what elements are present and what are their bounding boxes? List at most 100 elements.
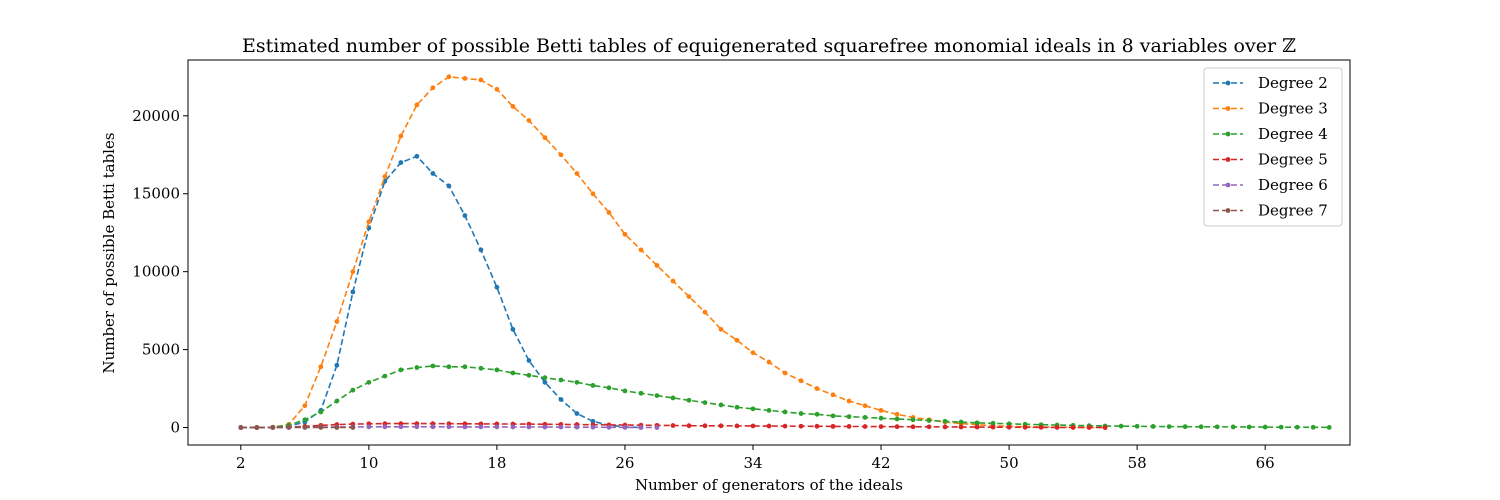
data-point-degree-2 [558, 397, 564, 402]
data-point-degree-4 [958, 419, 964, 425]
data-point-degree-4 [638, 390, 644, 396]
data-point-degree-3 [446, 74, 452, 80]
data-point-degree-5 [798, 423, 804, 429]
data-point-degree-3 [718, 326, 724, 332]
data-point-degree-4 [398, 367, 404, 373]
series-degree-7 [238, 425, 356, 430]
data-point-degree-4 [830, 413, 836, 419]
data-point-degree-4 [942, 418, 948, 424]
data-point-degree-4 [302, 417, 308, 423]
data-point-degree-4 [478, 365, 484, 371]
data-point-degree-4 [1134, 423, 1140, 429]
x-tick-label: 34 [743, 454, 762, 472]
series-line-degree-3 [240, 75, 1106, 429]
data-point-degree-5 [782, 423, 788, 429]
data-point-degree-4 [718, 402, 724, 408]
data-point-degree-4 [350, 387, 356, 393]
data-point-degree-3 [318, 364, 324, 370]
data-point-degree-3 [430, 85, 436, 91]
data-point-degree-6 [558, 424, 564, 430]
x-tick-label: 66 [1256, 454, 1275, 472]
data-point-degree-4 [430, 363, 436, 369]
data-point-degree-4 [526, 372, 532, 378]
plot-frame [187, 59, 1351, 446]
data-point-degree-5 [686, 423, 692, 429]
data-point-degree-2 [430, 171, 436, 176]
data-point-degree-3 [622, 231, 628, 237]
data-point-degree-5 [1006, 424, 1012, 430]
data-point-degree-5 [990, 424, 996, 430]
data-point-degree-6 [638, 425, 644, 430]
data-point-degree-4 [494, 367, 500, 373]
data-point-degree-4 [734, 404, 740, 410]
x-tick-label: 50 [1000, 454, 1019, 472]
data-point-degree-5 [718, 423, 724, 429]
data-point-degree-5 [1070, 425, 1076, 430]
plot-area [238, 74, 1332, 430]
data-point-degree-7 [350, 425, 356, 430]
data-point-degree-2 [334, 362, 340, 368]
data-point-degree-4 [798, 411, 804, 416]
data-point-degree-6 [414, 424, 420, 430]
data-point-degree-4 [766, 407, 772, 413]
data-point-degree-4 [926, 418, 932, 423]
data-point-degree-4 [894, 416, 900, 422]
data-point-degree-3 [302, 403, 308, 409]
data-point-degree-4 [558, 377, 564, 383]
data-point-degree-4 [334, 398, 340, 404]
data-point-degree-5 [1038, 424, 1044, 430]
data-point-degree-5 [1054, 424, 1060, 430]
series-degree-3 [238, 74, 1108, 430]
y-tick-label: 0 [170, 419, 180, 437]
data-point-degree-7 [238, 425, 244, 430]
legend-marker [1225, 182, 1231, 188]
data-point-degree-6 [494, 424, 500, 430]
data-point-degree-4 [366, 379, 372, 385]
data-point-degree-6 [606, 424, 612, 430]
legend-marker [1225, 80, 1231, 86]
x-axis-label: Number of generators of the ideals [635, 476, 903, 494]
legend-marker [1225, 157, 1231, 162]
data-point-degree-5 [1102, 425, 1108, 430]
data-point-degree-4 [878, 415, 884, 421]
data-point-degree-4 [990, 420, 996, 426]
y-tick-label: 15000 [132, 185, 180, 203]
data-point-degree-5 [750, 423, 756, 429]
data-point-degree-4 [1278, 424, 1284, 430]
data-point-degree-3 [590, 191, 596, 197]
data-point-degree-2 [574, 411, 580, 416]
data-point-degree-2 [414, 153, 420, 159]
data-point-degree-3 [814, 386, 820, 391]
data-point-degree-4 [1182, 424, 1188, 430]
data-point-degree-5 [1022, 424, 1028, 430]
data-point-degree-3 [366, 219, 372, 225]
data-point-degree-4 [318, 409, 324, 415]
data-point-degree-3 [878, 407, 884, 413]
data-point-degree-4 [702, 400, 708, 406]
data-point-degree-7 [254, 425, 260, 430]
data-point-degree-6 [478, 424, 484, 430]
data-point-degree-6 [654, 425, 660, 430]
data-point-degree-4 [862, 415, 868, 420]
data-point-degree-3 [558, 152, 564, 158]
data-point-degree-7 [334, 425, 340, 430]
data-point-degree-3 [350, 269, 356, 275]
data-point-degree-3 [526, 118, 532, 123]
series-line-degree-2 [240, 155, 642, 429]
data-point-degree-2 [350, 289, 356, 295]
series-degree-4 [238, 363, 1332, 430]
x-tick-label: 2 [236, 454, 246, 472]
data-point-degree-3 [414, 102, 420, 108]
data-point-degree-4 [414, 365, 420, 370]
data-point-degree-5 [1086, 425, 1092, 430]
data-point-degree-2 [542, 379, 548, 385]
data-point-degree-3 [798, 378, 804, 384]
data-point-degree-5 [942, 424, 948, 430]
data-point-degree-6 [398, 424, 404, 430]
data-point-degree-4 [574, 379, 580, 385]
legend-box [1203, 67, 1343, 227]
legend-item-degree-4: Degree 4 [1213, 125, 1328, 143]
y-tick-label: 20000 [132, 107, 180, 125]
data-point-degree-4 [1310, 424, 1316, 430]
